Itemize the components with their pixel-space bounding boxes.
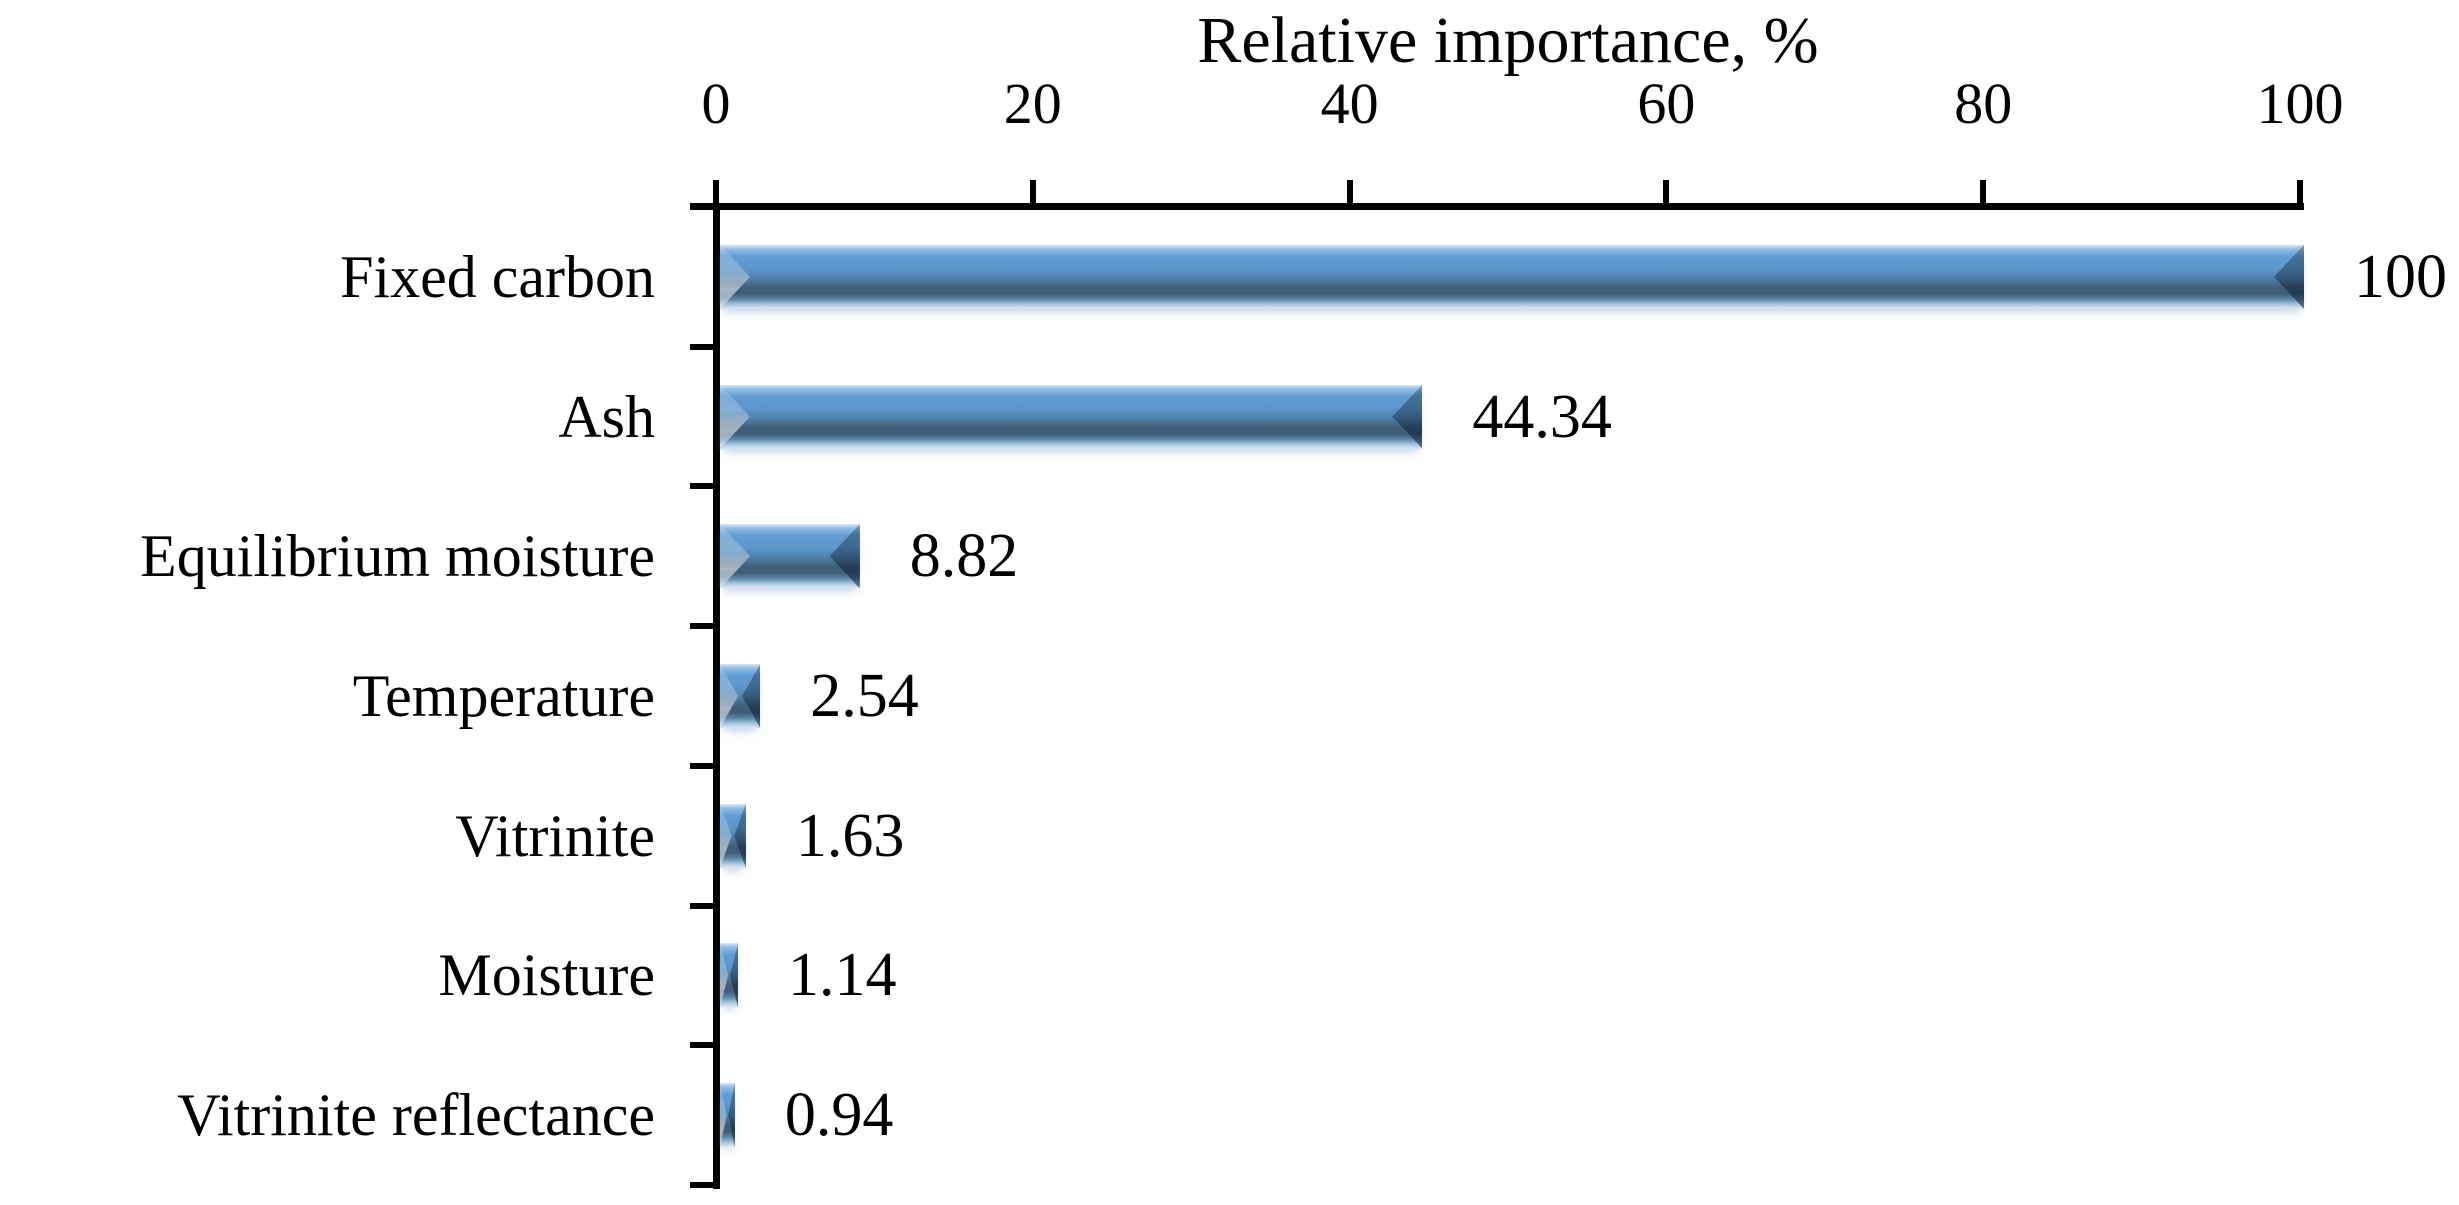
- x-tick-mark: [2297, 180, 2303, 209]
- y-tick-mark: [690, 902, 717, 909]
- x-tick-label: 60: [1637, 71, 1696, 136]
- bar-bevel-left: [720, 244, 750, 309]
- bar-value-label: 100: [2354, 242, 2447, 311]
- bar-bevel-left: [720, 943, 729, 1008]
- bar-value-label: 2.54: [810, 662, 919, 730]
- y-tick-mark: [690, 1182, 717, 1188]
- x-tick-label: 80: [1954, 71, 2013, 136]
- y-axis-line: [713, 203, 720, 1189]
- bar-bevel-right: [742, 664, 761, 728]
- bar: [720, 524, 860, 589]
- bar: [720, 803, 746, 868]
- bar-bevel-right: [729, 943, 739, 1008]
- category-label: Temperature: [352, 663, 655, 729]
- x-tick-mark: [1980, 180, 1987, 209]
- y-tick-mark: [690, 1042, 717, 1049]
- x-tick-mark: [1663, 180, 1670, 209]
- x-tick-label: 100: [2256, 71, 2344, 136]
- bar-bevel-right: [829, 524, 860, 589]
- x-tick-mark: [713, 180, 719, 209]
- y-tick-mark: [690, 623, 717, 630]
- bar: [720, 384, 1423, 449]
- category-label: Vitrinite: [455, 802, 655, 869]
- bar: [720, 1083, 735, 1148]
- category-label: Vitrinite reflectance: [177, 1082, 655, 1149]
- x-tick-mark: [1346, 180, 1353, 209]
- bar-value-label: 8.82: [909, 522, 1019, 591]
- bar: [720, 943, 739, 1008]
- bar-value-label: 1.14: [788, 941, 897, 1010]
- x-tick-label: 0: [701, 71, 731, 136]
- x-tick-label: 20: [1003, 71, 1062, 136]
- y-tick-mark: [690, 204, 717, 210]
- category-label: Equilibrium moisture: [140, 523, 655, 590]
- y-tick-mark: [690, 483, 717, 490]
- bar-value-label: 0.94: [784, 1081, 894, 1150]
- bar-bevel-left: [720, 664, 739, 728]
- bar-value-label: 1.63: [795, 801, 905, 870]
- x-axis-line: [690, 203, 2304, 210]
- category-label: Moisture: [438, 942, 655, 1009]
- bar-bevel-left: [720, 384, 750, 449]
- bar: [720, 664, 761, 728]
- y-tick-mark: [690, 343, 717, 350]
- bar-bevel-right: [2274, 244, 2304, 309]
- bar-bevel-right: [728, 1083, 735, 1148]
- category-label: Fixed carbon: [340, 243, 655, 310]
- bar-bevel-right: [734, 803, 746, 868]
- x-tick-label: 40: [1320, 71, 1379, 136]
- category-label: Ash: [558, 383, 655, 450]
- bar-bevel-left: [720, 803, 732, 868]
- chart-title: Relative importance, %: [1197, 4, 1819, 77]
- bar-bevel-right: [1392, 384, 1423, 449]
- bar: [720, 244, 2304, 309]
- bar-bevel-left: [720, 1083, 727, 1148]
- x-tick-mark: [1029, 180, 1036, 209]
- bar-bevel-left: [720, 524, 750, 589]
- bar-value-label: 44.34: [1472, 382, 1612, 451]
- y-tick-mark: [690, 762, 717, 769]
